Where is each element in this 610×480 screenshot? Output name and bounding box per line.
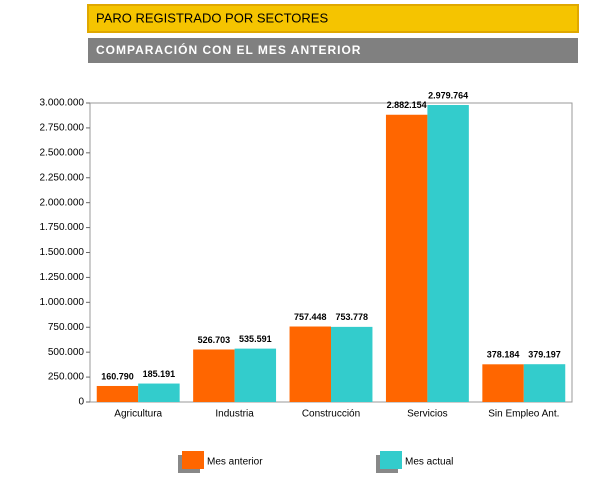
y-tick-label: 500.000 bbox=[48, 347, 85, 358]
title-bar bbox=[88, 5, 578, 32]
value-label: 2.882.154 bbox=[387, 100, 427, 110]
value-label: 757.448 bbox=[294, 312, 327, 322]
y-tick-label: 0 bbox=[78, 397, 84, 408]
chart-title: PARO REGISTRADO POR SECTORES bbox=[96, 10, 328, 25]
y-tick-label: 250.000 bbox=[48, 372, 85, 383]
bar bbox=[482, 364, 524, 402]
legend-swatch bbox=[380, 451, 402, 469]
y-tick-label: 2.250.000 bbox=[40, 172, 85, 183]
bar bbox=[427, 105, 469, 403]
bar bbox=[193, 349, 235, 402]
bar bbox=[523, 364, 566, 402]
legend-label: Mes anterior bbox=[207, 457, 263, 468]
value-label: 753.778 bbox=[335, 312, 368, 322]
value-label: 378.184 bbox=[487, 350, 520, 360]
value-label: 526.703 bbox=[198, 335, 231, 345]
bar bbox=[385, 114, 428, 403]
value-label: 185.191 bbox=[143, 369, 176, 379]
y-tick-label: 1.000.000 bbox=[40, 297, 85, 308]
x-tick-label: Agricultura bbox=[114, 409, 162, 420]
y-tick-label: 1.750.000 bbox=[40, 222, 85, 233]
subtitle-bar bbox=[88, 38, 578, 63]
bar bbox=[289, 326, 331, 402]
bar bbox=[96, 385, 139, 402]
x-tick-label: Industria bbox=[215, 409, 254, 420]
value-label: 160.790 bbox=[101, 371, 134, 381]
y-tick-label: 2.750.000 bbox=[40, 123, 85, 134]
y-tick-label: 2.500.000 bbox=[40, 147, 85, 158]
legend-swatch bbox=[182, 451, 204, 469]
bar bbox=[138, 383, 180, 402]
y-tick-label: 750.000 bbox=[48, 322, 85, 333]
y-tick-label: 1.250.000 bbox=[40, 272, 85, 283]
y-tick-label: 3.000.000 bbox=[40, 98, 85, 109]
value-label: 2.979.764 bbox=[428, 90, 468, 100]
value-label: 379.197 bbox=[528, 350, 561, 360]
x-tick-label: Servicios bbox=[407, 409, 448, 420]
x-tick-label: Construcción bbox=[302, 409, 360, 420]
value-label: 535.591 bbox=[239, 334, 272, 344]
legend-label: Mes actual bbox=[405, 457, 453, 468]
x-tick-label: Sin Empleo Ant. bbox=[488, 409, 559, 420]
y-tick-label: 1.500.000 bbox=[40, 247, 85, 258]
y-tick-label: 2.000.000 bbox=[40, 197, 85, 208]
bar bbox=[234, 348, 277, 402]
chart-subtitle: COMPARACIÓN CON EL MES ANTERIOR bbox=[96, 42, 361, 57]
title-bar-border bbox=[87, 4, 579, 33]
bar bbox=[331, 326, 373, 402]
